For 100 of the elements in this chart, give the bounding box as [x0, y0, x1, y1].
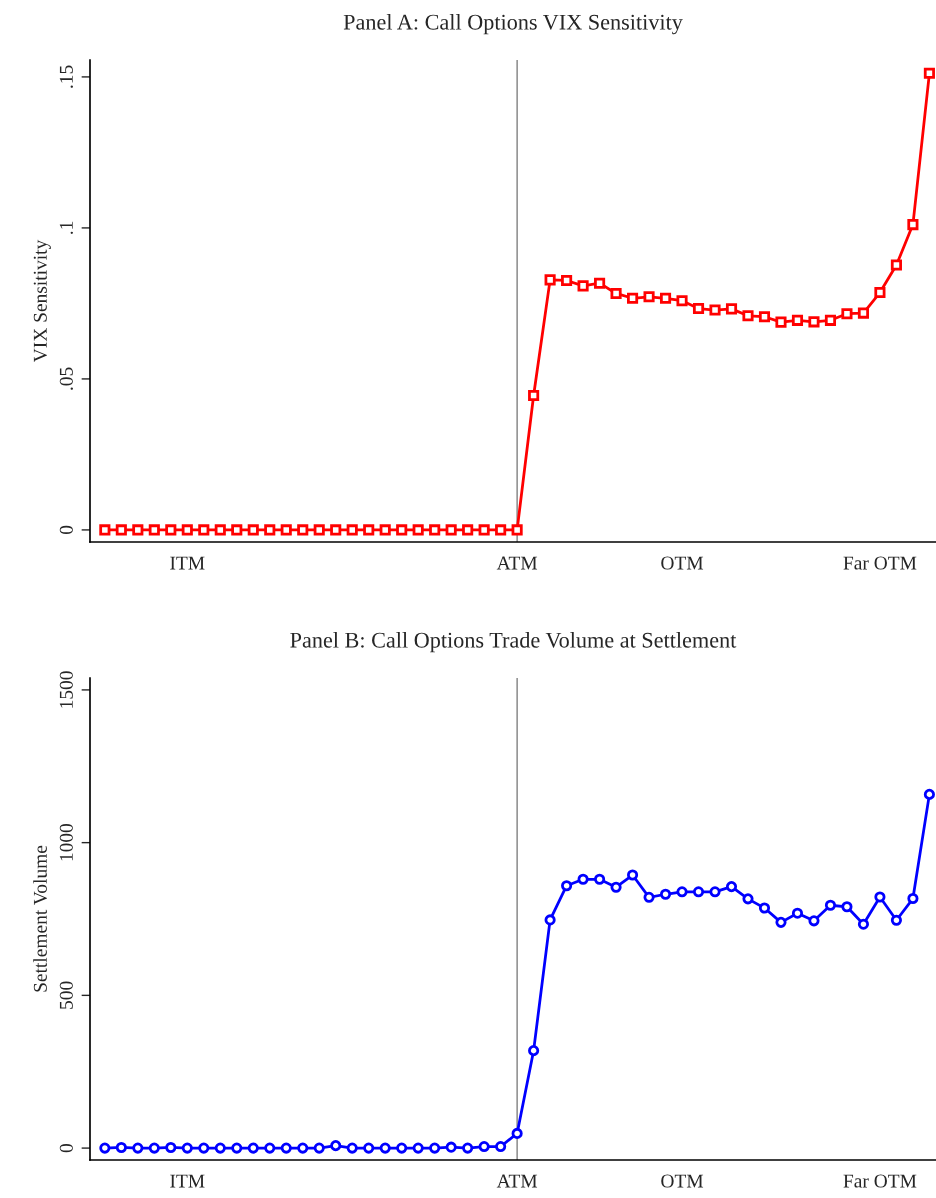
point: [907, 892, 919, 905]
point: [824, 899, 837, 911]
point: [330, 524, 342, 536]
point: [148, 524, 160, 536]
point: [445, 524, 457, 536]
point: [99, 1142, 111, 1154]
point: [445, 1141, 457, 1153]
point: [824, 314, 837, 326]
point: [198, 524, 210, 536]
point: [643, 891, 655, 903]
point: [528, 1045, 540, 1057]
point: [313, 524, 325, 536]
point: [264, 524, 276, 536]
point: [528, 389, 540, 402]
point: [594, 277, 606, 289]
point: [412, 524, 424, 536]
point: [132, 524, 144, 536]
point: [148, 1142, 160, 1154]
chart-title: Panel A: Call Options VIX Sensitivity: [343, 14, 683, 35]
point: [561, 274, 573, 287]
point: [725, 303, 738, 315]
y-tick-label: 1500: [59, 671, 73, 708]
point: [577, 873, 589, 885]
point: [758, 311, 771, 323]
point: [181, 524, 193, 536]
point: [429, 1142, 441, 1154]
x-tick-label: ITM: [170, 556, 205, 570]
point: [330, 1140, 342, 1152]
point: [379, 524, 391, 536]
point: [544, 914, 556, 926]
point: [214, 524, 226, 536]
point: [363, 1142, 375, 1154]
point: [857, 307, 869, 319]
point: [462, 1142, 474, 1154]
point: [841, 901, 853, 913]
y-tick-label: 0: [59, 525, 73, 535]
point: [165, 524, 177, 536]
point: [99, 524, 111, 536]
point: [478, 1141, 490, 1153]
point: [643, 291, 655, 303]
point: [627, 292, 639, 304]
point: [890, 914, 902, 926]
point: [627, 869, 639, 881]
y-tick-label: .15: [59, 65, 73, 88]
point: [577, 280, 589, 292]
point: [495, 1141, 507, 1153]
point: [478, 524, 490, 536]
point: [280, 1142, 292, 1154]
point: [594, 873, 606, 885]
point: [429, 524, 441, 536]
point: [709, 304, 721, 316]
point: [758, 902, 771, 914]
point: [709, 886, 721, 898]
x-tick-label: ITM: [170, 1174, 205, 1188]
point: [791, 314, 804, 326]
point: [165, 1141, 177, 1154]
point: [874, 286, 886, 299]
point: [857, 918, 869, 930]
point: [775, 916, 787, 928]
point: [363, 524, 375, 536]
point: [676, 886, 688, 898]
point: [874, 891, 886, 903]
point: [511, 524, 523, 536]
y-tick-label: .1: [59, 221, 73, 234]
point: [610, 881, 622, 893]
point: [247, 524, 259, 536]
point: [462, 524, 474, 536]
point: [742, 893, 754, 905]
x-tick-label: ATM: [496, 1174, 538, 1188]
x-tick-label: ATM: [496, 556, 538, 570]
point: [346, 1142, 358, 1154]
point: [561, 880, 573, 892]
point: [214, 1142, 226, 1154]
point: [808, 316, 820, 328]
point: [280, 524, 292, 536]
point: [923, 67, 935, 79]
point: [890, 259, 902, 271]
point: [610, 287, 622, 300]
point: [379, 1142, 391, 1154]
point: [297, 1142, 309, 1154]
point: [231, 524, 243, 536]
point: [132, 1142, 144, 1154]
point: [775, 316, 787, 328]
point: [396, 1142, 408, 1154]
point: [231, 1142, 243, 1154]
point: [396, 524, 408, 536]
point: [725, 881, 738, 893]
y-tick-label: 1000: [59, 823, 73, 861]
y-tick-label: 0: [59, 1143, 73, 1153]
point: [692, 302, 705, 315]
y-tick-label: 500: [59, 981, 73, 1009]
point: [907, 219, 919, 231]
point: [659, 888, 672, 900]
chart-title: Panel B: Call Options Trade Volume at Settlement: [290, 632, 737, 653]
point: [742, 310, 754, 322]
point: [264, 1142, 276, 1154]
point: [808, 915, 820, 927]
point: [198, 1142, 210, 1154]
point: [511, 1127, 523, 1139]
y-axis-title: VIX Sensitivity: [33, 239, 51, 363]
